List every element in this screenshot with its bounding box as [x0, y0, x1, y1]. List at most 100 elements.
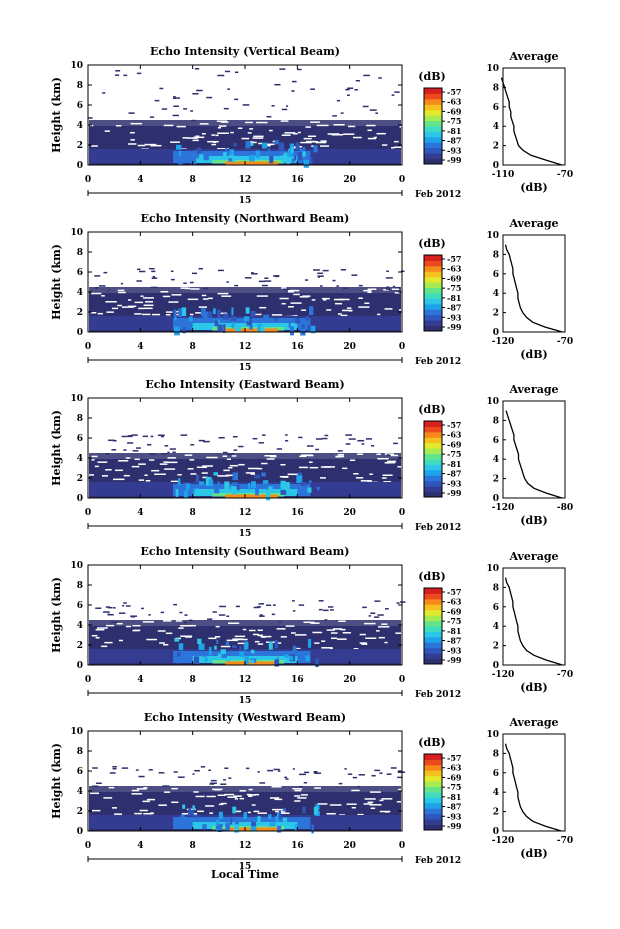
gap-cell	[163, 461, 169, 463]
x-tick-label: 20	[343, 841, 356, 851]
gap-cell	[170, 141, 180, 143]
gap-cell	[315, 141, 327, 144]
colorbar-swatch	[424, 588, 442, 594]
echo-plume	[268, 814, 272, 820]
echo-speckle	[208, 769, 211, 772]
gap-cell	[224, 793, 235, 796]
echo-speckle	[103, 611, 110, 613]
echo-plume	[261, 142, 268, 149]
gap-cell	[202, 298, 209, 300]
echo-plume	[243, 316, 250, 322]
echo-speckle	[394, 91, 400, 93]
echo-speckle	[297, 68, 302, 71]
gap-cell	[367, 137, 376, 140]
echo-plume	[313, 145, 318, 153]
colorbar-swatch	[424, 453, 442, 460]
colorbar-swatch	[424, 759, 442, 766]
colorbar-swatch	[424, 293, 442, 299]
gap-cell	[222, 455, 228, 457]
echo-speckle	[209, 783, 215, 785]
echo-speckle	[259, 782, 266, 784]
x-tick-label: 0	[399, 841, 405, 851]
profile-line	[504, 577, 563, 666]
gap-cell	[249, 629, 256, 632]
gap-cell	[321, 297, 330, 300]
echo-plume	[250, 481, 256, 489]
gap-cell	[182, 137, 189, 139]
colorbar-tick-label: -93	[447, 478, 462, 488]
echo-speckle	[278, 620, 282, 623]
gap-cell	[105, 301, 117, 303]
echo-speckle	[386, 270, 389, 273]
gap-cell	[248, 788, 253, 791]
echo-plume	[204, 657, 208, 662]
echo-plume	[235, 324, 241, 332]
gap-cell	[97, 461, 108, 463]
gap-cell	[369, 473, 373, 476]
gap-cell	[97, 312, 103, 315]
colorbar-tick-label: -69	[447, 273, 462, 283]
echo-plume	[231, 482, 238, 488]
echo-speckle	[92, 767, 98, 769]
gap-cell	[180, 625, 191, 627]
x-tick-label: 20	[343, 675, 356, 685]
colorbar-swatch	[424, 658, 442, 665]
echo-plume	[268, 486, 273, 493]
y-tick-label: 8	[77, 81, 83, 91]
echo-speckle	[148, 769, 153, 771]
echo-plume	[255, 150, 260, 159]
gap-cell	[128, 143, 137, 145]
echo-plume	[284, 654, 289, 658]
echo-speckle	[365, 438, 373, 440]
colorbar-swatch	[424, 320, 442, 327]
gap-cell	[323, 466, 335, 468]
gap-cell	[125, 457, 131, 459]
echo-speckle	[379, 772, 383, 774]
gap-cell	[346, 307, 352, 309]
echo-plume	[181, 307, 187, 317]
x-tick-label: 0	[85, 675, 91, 685]
profile-frame	[502, 234, 566, 333]
echo-plume	[281, 155, 285, 163]
gap-cell	[381, 144, 388, 146]
gap-cell	[256, 121, 268, 124]
gap-cell	[268, 129, 273, 132]
colorbar-swatch	[424, 431, 442, 438]
colorbar-swatch	[424, 615, 442, 622]
gap-cell	[218, 125, 227, 127]
echo-plume	[239, 646, 242, 656]
echo-plume	[300, 481, 307, 486]
echo-speckle	[306, 445, 314, 447]
echo-speckle	[358, 284, 363, 287]
gap-cell	[193, 791, 199, 793]
echo-speckle	[136, 280, 142, 282]
echo-speckle	[120, 282, 124, 285]
echo-speckle	[112, 607, 116, 609]
echo-plume	[181, 483, 187, 491]
gap-cell	[160, 290, 169, 293]
gap-cell	[334, 302, 343, 305]
echo-speckle	[127, 442, 134, 444]
echo-plume	[178, 643, 184, 651]
echo-plume	[224, 481, 230, 490]
echo-speckle	[136, 72, 142, 75]
colorbar-swatch	[424, 142, 442, 149]
gap-cell	[111, 307, 119, 310]
echo-plume	[214, 488, 220, 494]
profile-y-tick-label: 0	[493, 328, 499, 338]
echo-plume	[250, 310, 256, 317]
gap-cell	[184, 454, 193, 456]
colorbar-swatch	[424, 98, 442, 105]
echo-speckle	[258, 442, 264, 444]
gap-cell	[303, 137, 312, 140]
gap-cell	[101, 295, 105, 297]
gap-cell	[205, 805, 215, 807]
x-tick-label: 4	[137, 675, 143, 685]
gap-cell	[196, 466, 207, 469]
echo-speckle	[161, 453, 168, 455]
echo-speckle	[203, 287, 208, 290]
colorbar-swatch	[424, 153, 442, 160]
gap-cell	[396, 801, 403, 803]
echo-plume	[232, 472, 239, 481]
echo-speckle	[123, 449, 127, 451]
